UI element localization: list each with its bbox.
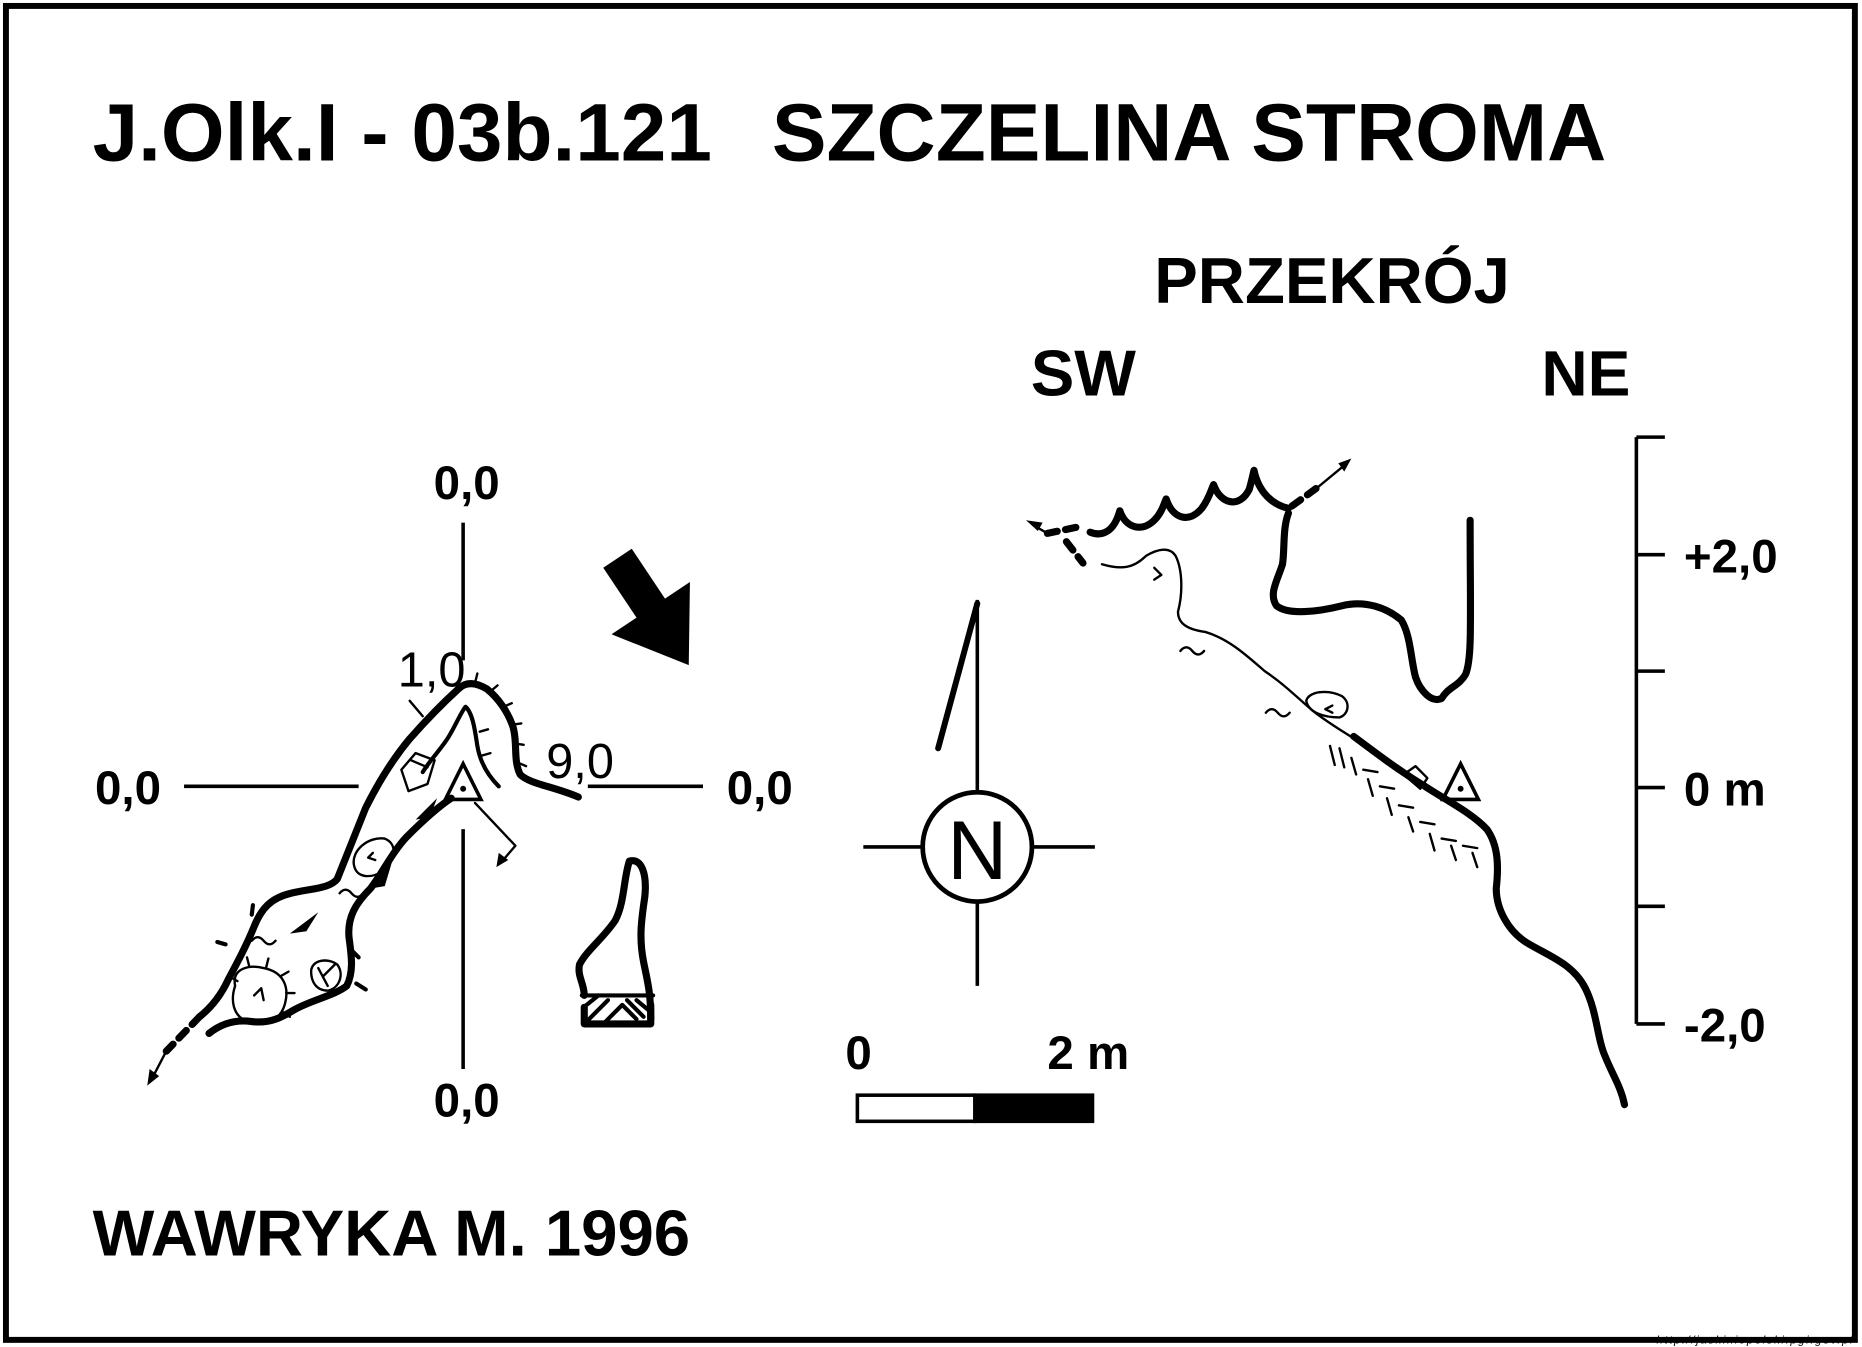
survey-station-icon bbox=[1439, 759, 1482, 802]
plan-continuation-arrowhead bbox=[147, 1069, 160, 1086]
profile-line-arrowhead bbox=[496, 852, 509, 868]
section-ceiling bbox=[1086, 466, 1292, 538]
depth-scale-label-plus2: +2,0 bbox=[1684, 531, 1778, 584]
hatch-base bbox=[580, 1001, 655, 1028]
hachure bbox=[514, 742, 525, 746]
scale-bar-end-label: 2 m bbox=[1047, 1027, 1129, 1080]
entrance-profile-wall-right bbox=[625, 857, 655, 1023]
survey-station-icon bbox=[442, 759, 484, 802]
section-title: PRZEKRÓJ bbox=[1154, 244, 1510, 317]
slope-marker bbox=[289, 912, 319, 934]
plan-datum-label-bottom: 0,0 bbox=[434, 1075, 500, 1128]
author-credit: WAWRYKA M. 1996 bbox=[93, 1197, 691, 1270]
boulder bbox=[352, 837, 395, 878]
section-floor-continuation bbox=[1062, 538, 1087, 567]
section-continuation-left-arrowhead bbox=[1026, 520, 1043, 531]
section-view: PRZEKRÓJ SW NE bbox=[1026, 244, 1778, 1109]
scale-bar-white-segment bbox=[855, 1093, 977, 1124]
boulder bbox=[1305, 690, 1349, 719]
survey-station-dot bbox=[460, 785, 467, 792]
entrance-profile-fill-hatch bbox=[579, 993, 656, 1028]
slope-marker bbox=[415, 798, 437, 820]
slope-mark bbox=[252, 987, 265, 1002]
wall-tick bbox=[215, 939, 228, 947]
entrance-direction-arrow-icon bbox=[603, 548, 690, 666]
sediment-mark bbox=[250, 936, 277, 946]
plan-chamber-wall bbox=[454, 680, 582, 801]
scale-bar: 0 2 m bbox=[845, 1027, 1129, 1124]
wall-tick bbox=[354, 981, 368, 992]
plan-lower-chamber bbox=[231, 965, 288, 1025]
boulder bbox=[1402, 764, 1429, 790]
hachure bbox=[516, 761, 528, 768]
hachure bbox=[489, 684, 499, 693]
plan-depth-mark-2: 9,0 bbox=[546, 735, 614, 789]
hachure bbox=[281, 1010, 291, 1018]
plan-datum-label-right: 0,0 bbox=[727, 762, 793, 815]
section-continuation-right-arrow-line bbox=[1316, 463, 1347, 489]
slope-mark bbox=[366, 851, 377, 862]
depth-scale: +2,0 0 m -2,0 bbox=[1634, 435, 1778, 1053]
cave-name-title: SZCZELINA STROMA bbox=[772, 87, 1606, 178]
compass-north-label: N bbox=[947, 804, 1007, 897]
plan-datum-label-left: 0,0 bbox=[95, 762, 161, 815]
wall-tick bbox=[349, 948, 361, 960]
survey-station-dot bbox=[1457, 785, 1464, 792]
section-direction-left: SW bbox=[1031, 337, 1137, 410]
scale-bar-black-segment bbox=[973, 1093, 1095, 1124]
entrance-profile-wall-left bbox=[575, 857, 633, 999]
source-url: http://jaskiniepolski.pgi.gov.pl bbox=[1657, 1334, 1853, 1346]
boulder bbox=[400, 751, 436, 793]
section-continuation-right bbox=[1288, 483, 1322, 510]
plan-view: 0,0 0,0 0,0 0,0 1,0 9,0 bbox=[95, 457, 793, 1128]
boulder bbox=[309, 959, 342, 992]
plan-datum-label-top: 0,0 bbox=[434, 457, 500, 510]
profile-line-arrow bbox=[473, 801, 517, 864]
depth-scale-label-zero: 0 m bbox=[1684, 763, 1766, 816]
plan-passage-continuation bbox=[162, 1013, 204, 1055]
section-rubble-hatching bbox=[1328, 744, 1479, 869]
north-arrow-icon: N bbox=[863, 599, 1095, 986]
hachure bbox=[279, 970, 290, 978]
section-floor-upper bbox=[1100, 548, 1361, 744]
section-floor-lower bbox=[1350, 732, 1629, 1109]
hachure bbox=[228, 975, 239, 983]
scale-bar-start-label: 0 bbox=[845, 1027, 871, 1080]
hachure bbox=[478, 728, 490, 733]
cave-code-title: J.Olk.I - 03b.121 bbox=[93, 87, 712, 178]
hachure bbox=[511, 722, 523, 726]
hatch-lines bbox=[584, 993, 653, 1024]
hachure bbox=[245, 956, 251, 969]
plan-lower-chamber-hachures bbox=[228, 956, 296, 1018]
hachure bbox=[502, 702, 513, 708]
section-right-wall bbox=[1269, 509, 1475, 704]
compass-circle bbox=[920, 789, 1035, 904]
plan-chamber-inner-wall bbox=[420, 704, 501, 789]
wall-tick bbox=[249, 903, 256, 917]
plan-chamber-hachures bbox=[473, 672, 528, 768]
slope-mark bbox=[1153, 566, 1163, 581]
section-continuation-left bbox=[1043, 523, 1080, 537]
sediment-mark bbox=[1179, 646, 1206, 656]
sediment-mark bbox=[338, 888, 365, 898]
sediment-mark bbox=[1264, 707, 1291, 718]
depth-mark-leader bbox=[408, 699, 424, 718]
plan-wall-southeast bbox=[205, 794, 455, 1037]
hachure bbox=[480, 751, 492, 757]
hatch-lines bbox=[1328, 744, 1479, 869]
hachure bbox=[264, 957, 270, 970]
hachure bbox=[473, 672, 479, 685]
section-direction-right: NE bbox=[1541, 338, 1630, 410]
depth-scale-label-minus2: -2,0 bbox=[1684, 1000, 1766, 1053]
plan-wall-northwest bbox=[195, 685, 462, 1021]
slope-marker bbox=[370, 862, 392, 889]
compass-north-needle bbox=[935, 600, 981, 752]
section-continuation-right-arrowhead bbox=[1338, 458, 1352, 472]
